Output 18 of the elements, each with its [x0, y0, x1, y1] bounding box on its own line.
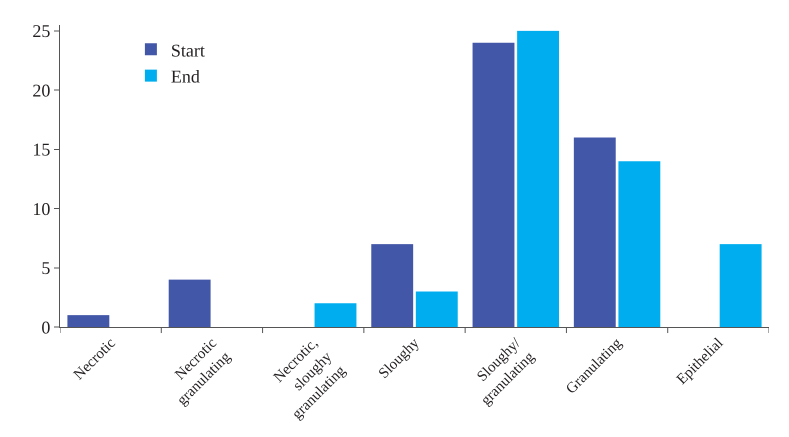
y-tick-label: 10 — [32, 198, 50, 219]
bar — [67, 315, 110, 327]
bar — [314, 303, 356, 327]
bar — [517, 30, 560, 327]
bar — [618, 161, 660, 327]
bar — [720, 244, 762, 327]
legend-label: End — [170, 66, 200, 87]
legend-label: Start — [170, 40, 205, 60]
bar — [371, 244, 414, 327]
bar — [168, 280, 211, 327]
y-tick-label: 0 — [41, 317, 50, 338]
y-tick-label: 5 — [41, 258, 50, 278]
bar — [574, 138, 616, 327]
bar — [472, 42, 514, 327]
y-tick-label: 15 — [32, 140, 50, 160]
y-tick-label: 20 — [32, 80, 50, 100]
bar — [416, 291, 458, 327]
y-tick-label: 25 — [32, 21, 50, 42]
